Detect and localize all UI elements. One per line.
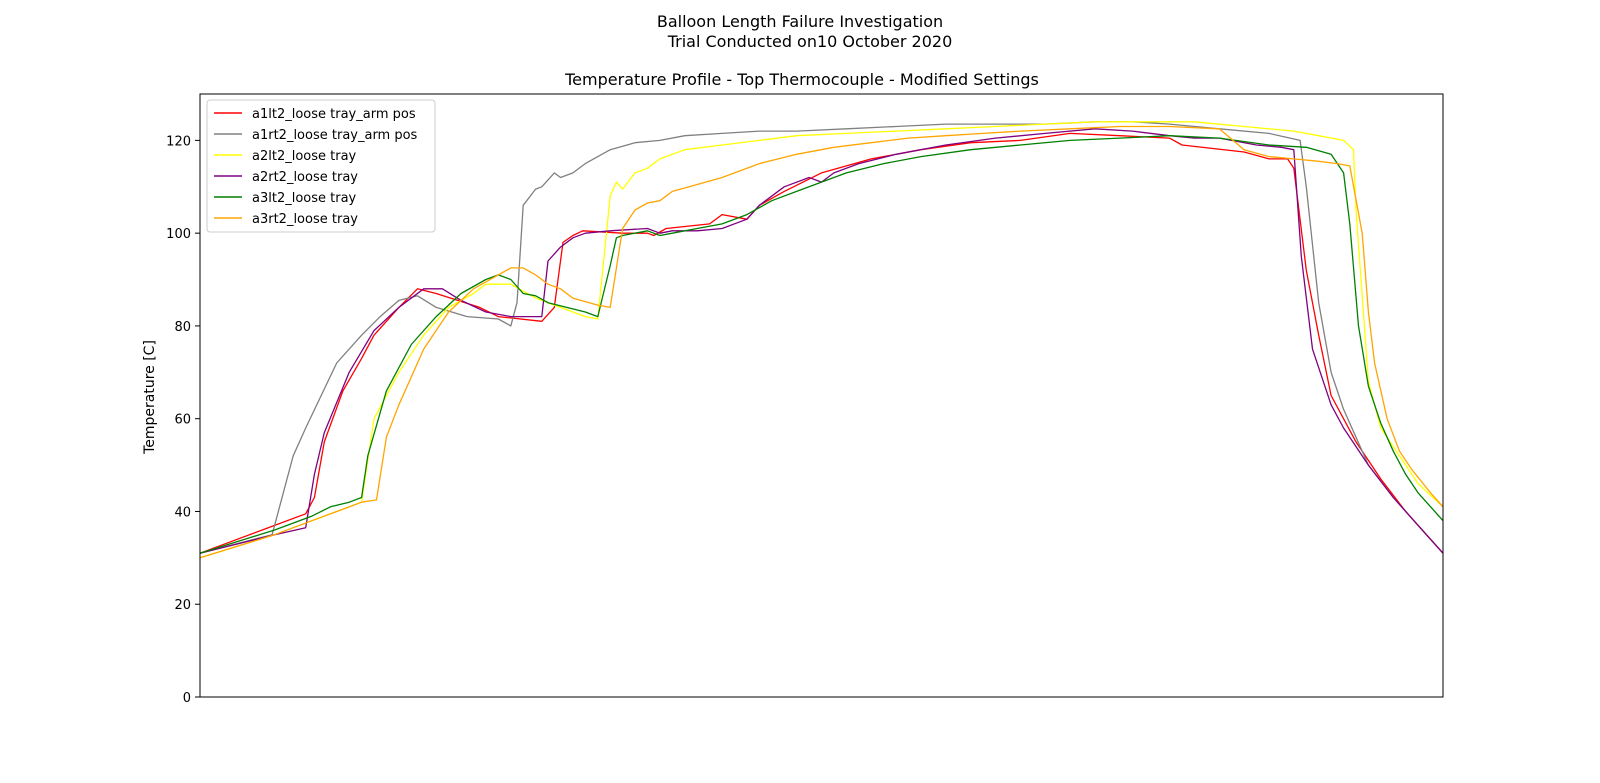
figure-suptitle: Balloon Length Failure Investigation (657, 12, 943, 31)
series-line-6 (199, 125, 1444, 559)
y-tick-label: 80 (174, 320, 191, 335)
y-tick-label: 120 (166, 134, 191, 149)
series-line-5 (199, 135, 1444, 554)
y-tick-label: 40 (174, 505, 191, 520)
plot-frame (199, 93, 1444, 698)
legend-box (206, 99, 436, 233)
legend-label-1: a1lt2_loose tray_arm pos (252, 107, 416, 122)
y-tick-label: 60 (174, 413, 191, 428)
y-axis-ticks: 0 20 40 60 80 100 120 (166, 134, 200, 706)
legend-label-2: a1rt2_loose tray_arm pos (252, 128, 418, 143)
y-axis-label: Temperature [C] (142, 340, 158, 455)
y-tick-label: 0 (183, 691, 191, 706)
legend-label-5: a3lt2_loose tray (252, 191, 357, 206)
series-line-3 (199, 121, 1444, 559)
legend-label-3: a2lt2_loose tray (252, 149, 357, 164)
series-layer (199, 121, 1444, 559)
legend-label-6: a3rt2_loose tray (252, 212, 358, 227)
series-line-4 (199, 128, 1444, 554)
figure-subtitle: Trial Conducted on10 October 2020 (667, 32, 953, 51)
y-tick-label: 100 (166, 227, 191, 242)
chart-title: Temperature Profile - Top Thermocouple -… (564, 70, 1039, 89)
legend: a1lt2_loose tray_arm pos a1rt2_loose tray… (206, 99, 436, 233)
series-line-2 (199, 121, 1444, 554)
legend-label-4: a2rt2_loose tray (252, 170, 358, 185)
y-tick-label: 20 (174, 598, 191, 613)
